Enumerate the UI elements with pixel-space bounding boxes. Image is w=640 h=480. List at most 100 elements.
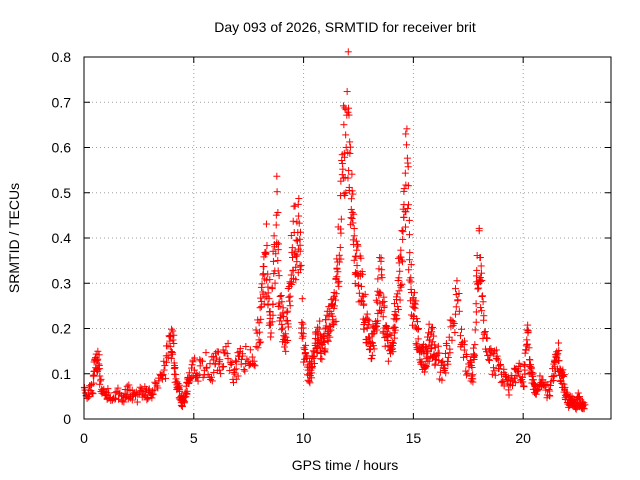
data-point bbox=[523, 340, 531, 348]
data-point bbox=[554, 350, 562, 358]
data-point bbox=[295, 219, 303, 227]
data-point bbox=[133, 398, 141, 406]
data-point bbox=[515, 359, 523, 367]
data-point bbox=[471, 326, 479, 334]
data-point bbox=[515, 367, 523, 375]
data-point bbox=[431, 344, 439, 352]
data-point bbox=[273, 188, 281, 196]
data-point bbox=[234, 372, 242, 380]
data-point bbox=[480, 329, 488, 337]
data-point bbox=[276, 302, 284, 310]
data-point bbox=[376, 254, 384, 262]
data-point bbox=[299, 330, 307, 338]
data-point bbox=[306, 379, 314, 387]
data-point bbox=[296, 235, 304, 243]
data-point bbox=[492, 346, 500, 354]
grid-layer bbox=[84, 57, 611, 419]
data-point bbox=[396, 267, 404, 275]
data-point bbox=[407, 261, 415, 269]
data-point bbox=[429, 323, 437, 331]
data-point bbox=[478, 293, 486, 301]
data-point bbox=[257, 283, 265, 291]
data-point bbox=[226, 367, 234, 375]
data-point bbox=[298, 318, 306, 326]
data-point bbox=[455, 307, 463, 315]
data-point bbox=[270, 232, 278, 240]
data-point bbox=[478, 277, 486, 285]
data-point bbox=[477, 278, 485, 286]
data-point bbox=[379, 329, 387, 337]
data-point bbox=[368, 354, 376, 362]
data-point bbox=[334, 268, 342, 276]
data-point bbox=[233, 358, 241, 366]
data-point bbox=[381, 342, 389, 350]
data-point bbox=[330, 302, 338, 310]
y-tick-label: 0.7 bbox=[52, 94, 72, 110]
data-point bbox=[272, 221, 280, 229]
data-point bbox=[374, 317, 382, 325]
data-point bbox=[521, 370, 529, 378]
data-point bbox=[402, 208, 410, 216]
data-point bbox=[278, 298, 286, 306]
data-point bbox=[266, 276, 274, 284]
data-point bbox=[458, 325, 466, 333]
data-point bbox=[335, 277, 343, 285]
data-point bbox=[472, 318, 480, 326]
data-point bbox=[389, 348, 397, 356]
data-point bbox=[495, 365, 503, 373]
data-point bbox=[268, 284, 276, 292]
data-point bbox=[555, 347, 563, 355]
data-point bbox=[480, 312, 488, 320]
data-point bbox=[403, 141, 411, 149]
data-point bbox=[230, 366, 238, 374]
data-point bbox=[334, 279, 342, 287]
data-point bbox=[185, 369, 193, 377]
data-point bbox=[360, 300, 368, 308]
data-point bbox=[291, 202, 299, 210]
data-point bbox=[188, 361, 196, 369]
data-point bbox=[232, 365, 240, 373]
data-point bbox=[405, 266, 413, 274]
data-point bbox=[448, 336, 456, 344]
data-point bbox=[262, 220, 270, 228]
data-point bbox=[494, 356, 502, 364]
data-point bbox=[435, 349, 443, 357]
data-point bbox=[414, 335, 422, 343]
data-point bbox=[314, 323, 322, 331]
data-point bbox=[511, 379, 519, 387]
data-point bbox=[552, 353, 560, 361]
data-point bbox=[274, 267, 282, 275]
data-point bbox=[355, 289, 363, 297]
data-point bbox=[257, 338, 265, 346]
data-point bbox=[269, 311, 277, 319]
data-point bbox=[399, 228, 407, 236]
data-point bbox=[289, 217, 297, 225]
data-point bbox=[232, 375, 240, 383]
data-point bbox=[357, 254, 365, 262]
data-point bbox=[464, 369, 472, 377]
data-point bbox=[314, 335, 322, 343]
data-point bbox=[476, 254, 484, 262]
data-point bbox=[346, 149, 354, 157]
data-point bbox=[242, 343, 250, 351]
data-point bbox=[438, 376, 446, 384]
data-point bbox=[162, 358, 170, 366]
data-point bbox=[272, 250, 280, 258]
data-point bbox=[463, 352, 471, 360]
data-point bbox=[546, 392, 554, 400]
x-tick-label: 15 bbox=[406, 430, 422, 446]
y-tick-label: 0.4 bbox=[52, 230, 72, 246]
data-point bbox=[478, 307, 486, 315]
data-point bbox=[542, 386, 550, 394]
data-point bbox=[224, 339, 232, 347]
data-point bbox=[404, 201, 412, 209]
y-tick-label: 0.1 bbox=[52, 366, 72, 382]
data-point bbox=[481, 328, 489, 336]
data-point bbox=[436, 368, 444, 376]
data-point bbox=[526, 356, 534, 364]
data-point bbox=[260, 262, 268, 270]
data-point bbox=[346, 138, 354, 146]
data-point bbox=[318, 355, 326, 363]
data-point bbox=[545, 386, 553, 394]
data-point bbox=[365, 333, 373, 341]
